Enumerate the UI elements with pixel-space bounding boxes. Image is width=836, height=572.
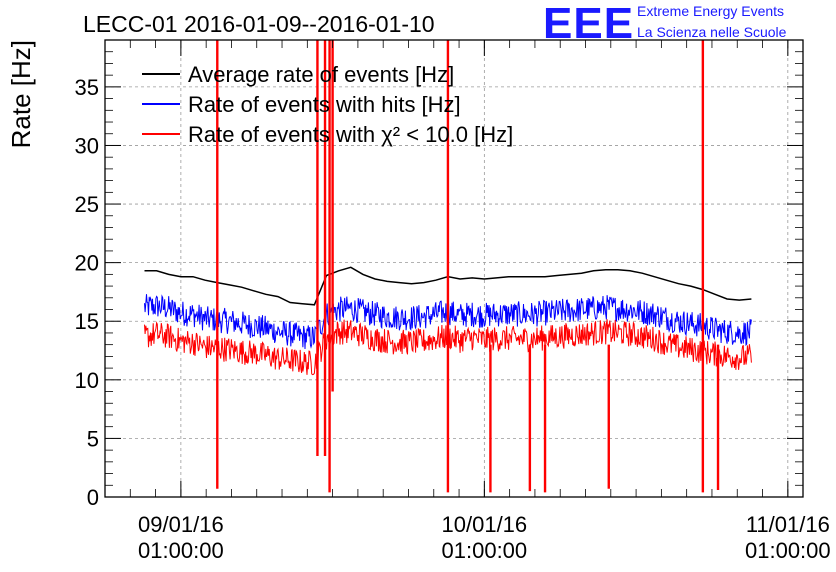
- x-tick-label: 01:00:00: [745, 538, 831, 563]
- labels-layer: 0510152025303509/01/1601:00:0010/01/1601…: [75, 75, 831, 563]
- y-tick-label: 10: [75, 368, 99, 393]
- legend-label: Average rate of events [Hz]: [188, 62, 454, 87]
- x-tick-label: 11/01/16: [746, 512, 830, 537]
- y-tick-label: 0: [87, 485, 99, 510]
- x-tick-label: 09/01/16: [138, 512, 224, 537]
- x-tick-label: 10/01/16: [442, 512, 528, 537]
- x-tick-label: 01:00:00: [442, 538, 528, 563]
- logo-text-line2: La Scienza nelle Scuole: [637, 24, 787, 40]
- y-tick-label: 15: [75, 309, 99, 334]
- y-tick-label: 5: [87, 426, 99, 451]
- chart-title: LECC-01 2016-01-09--2016-01-10: [83, 11, 435, 37]
- eee-logo: EEE: [543, 0, 635, 48]
- plot-frame: [104, 39, 804, 498]
- y-tick-label: 25: [75, 192, 99, 217]
- series-layer: [144, 40, 752, 493]
- legend-label: Rate of events with hits [Hz]: [188, 92, 461, 117]
- ticks-layer: [105, 39, 803, 498]
- legend-label: Rate of events with χ² < 10.0 [Hz]: [188, 122, 513, 147]
- logo-text-line1: Extreme Energy Events: [637, 3, 785, 19]
- y-tick-label: 20: [75, 251, 99, 276]
- x-tick-label: 01:00:00: [138, 538, 224, 563]
- legend: Average rate of events [Hz] Rate of event…: [142, 62, 513, 147]
- y-tick-label: 30: [75, 133, 99, 158]
- y-tick-label: 35: [75, 75, 99, 100]
- grid-layer: [105, 40, 803, 497]
- y-axis-label: Rate [Hz]: [6, 40, 36, 148]
